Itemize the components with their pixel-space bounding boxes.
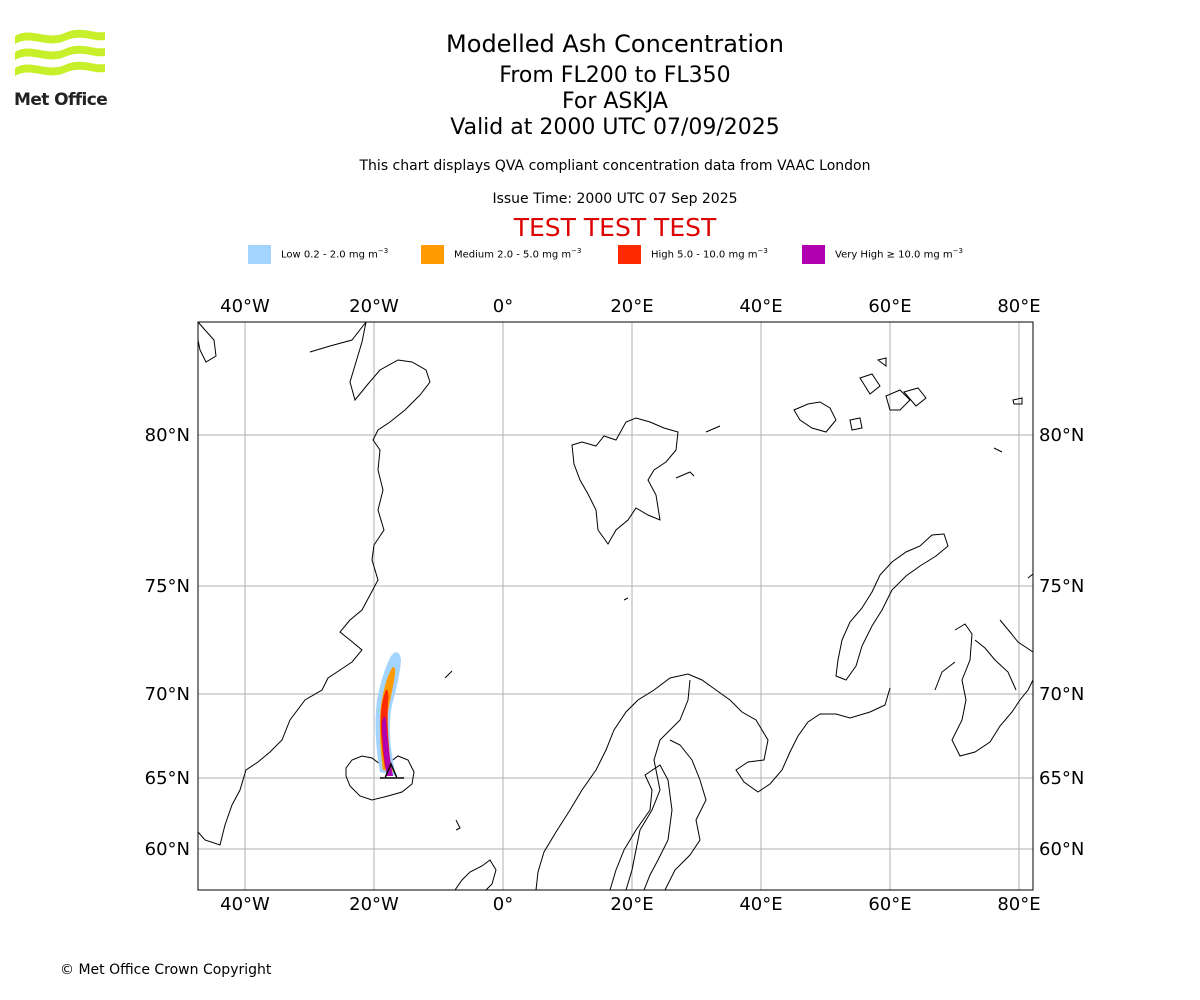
- valid-time: Valid at 2000 UTC 07/09/2025: [450, 115, 780, 140]
- coast-novaya-zemlya: [835, 533, 949, 681]
- coast-bear-island: [623, 597, 629, 601]
- lon-label-bottom: 20°E: [610, 894, 653, 915]
- lon-label-top: 20°W: [349, 296, 399, 317]
- lat-label-right: 80°N: [1039, 425, 1084, 446]
- lat-label-left: 60°N: [145, 839, 190, 860]
- legend-item-medium: Medium 2.0 - 5.0 mg m−3: [421, 244, 581, 264]
- legend-item-low: Low 0.2 - 2.0 mg m−3: [248, 244, 388, 264]
- legend-swatch-very-high: [802, 244, 825, 264]
- coast-scandinavia: [535, 673, 891, 891]
- met-office-wordmark: Met Office: [14, 90, 108, 110]
- coast-finland-border: [625, 679, 691, 891]
- lat-label-right: 70°N: [1039, 684, 1084, 705]
- lon-label-bottom: 40°W: [220, 894, 270, 915]
- coast-gulf-bothnia: [609, 764, 673, 891]
- met-office-waves-icon: [15, 29, 105, 76]
- coast-kong-karls: [675, 425, 721, 479]
- lat-label-left: 70°N: [145, 684, 190, 705]
- volcano-triangle-icon: [383, 762, 399, 779]
- coastlines: [197, 321, 1034, 891]
- plume-very-high: [382, 716, 393, 776]
- volcano-name: For ASKJA: [562, 89, 668, 114]
- coast-greenland: [197, 321, 431, 846]
- graticule: [198, 322, 1033, 890]
- lat-label-right: 60°N: [1039, 839, 1084, 860]
- lon-label-top: 80°E: [997, 296, 1040, 317]
- lon-label-top: 60°E: [868, 296, 911, 317]
- copyright: © Met Office Crown Copyright: [60, 962, 272, 978]
- coast-svalbard: [571, 417, 679, 545]
- map-frame: [197, 321, 1034, 891]
- lon-label-bottom: 20°W: [349, 894, 399, 915]
- legend-item-very-high: Very High ≥ 10.0 mg m−3: [802, 244, 963, 264]
- chart-title: Modelled Ash Concentration: [446, 30, 784, 58]
- lon-label-top: 40°W: [220, 296, 270, 317]
- coast-jan-mayen: [444, 670, 453, 679]
- legend-item-high: High 5.0 - 10.0 mg m−3: [618, 244, 768, 264]
- lon-label-bottom: 0°: [493, 894, 513, 915]
- legend-swatch-low: [248, 244, 271, 264]
- lat-label-left: 80°N: [145, 425, 190, 446]
- met-office-logo: Met Office: [12, 28, 112, 114]
- lon-label-bottom: 60°E: [868, 894, 911, 915]
- lat-label-left: 65°N: [145, 768, 190, 789]
- coast-iceland: [345, 755, 415, 801]
- coast-faroe: [455, 819, 461, 831]
- chart-description: This chart displays QVA compliant concen…: [359, 158, 871, 174]
- lat-label-left: 75°N: [145, 576, 190, 597]
- ash-plume: [375, 652, 401, 776]
- test-banner: TEST TEST TEST: [513, 213, 717, 242]
- lat-label-right: 65°N: [1039, 768, 1084, 789]
- legend-swatch-high: [618, 244, 641, 264]
- lon-label-top: 40°E: [739, 296, 782, 317]
- legend-label-low: Low 0.2 - 2.0 mg m: [281, 249, 378, 261]
- lat-label-right: 75°N: [1039, 576, 1084, 597]
- coast-uk-north: [454, 859, 497, 891]
- issue-time: Issue Time: 2000 UTC 07 Sep 2025: [492, 191, 738, 207]
- lon-label-top: 20°E: [610, 296, 653, 317]
- coast-franz-josef: [793, 357, 927, 433]
- lon-label-top: 0°: [493, 296, 513, 317]
- lon-label-bottom: 40°E: [739, 894, 782, 915]
- legend-swatch-medium: [421, 244, 444, 264]
- legend-label-medium: Medium 2.0 - 5.0 mg m: [454, 249, 572, 261]
- coast-ob-gulf: [934, 639, 1017, 691]
- legend-label-high: High 5.0 - 10.0 mg m: [651, 249, 758, 261]
- coast-yamal: [951, 619, 1034, 757]
- flight-levels: From FL200 to FL350: [499, 63, 731, 88]
- legend-label-very-high: Very High ≥ 10.0 mg m: [835, 249, 953, 261]
- lon-label-bottom: 80°E: [997, 894, 1040, 915]
- coast-severnaya: [993, 397, 1034, 579]
